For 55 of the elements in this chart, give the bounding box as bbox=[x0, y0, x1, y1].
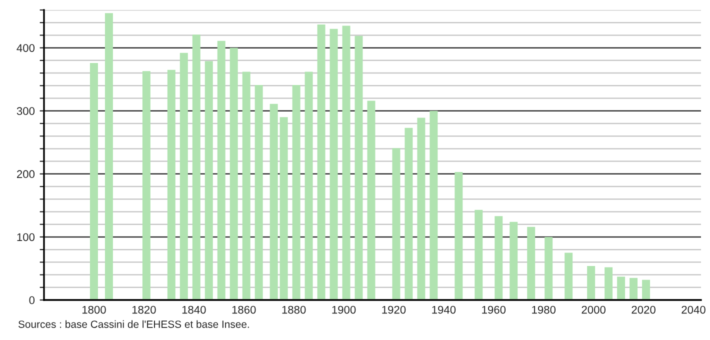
bar bbox=[604, 267, 613, 300]
bar bbox=[167, 70, 176, 300]
bar bbox=[417, 118, 426, 300]
bar bbox=[617, 276, 626, 300]
x-tick-label: 1840 bbox=[182, 306, 206, 314]
bar bbox=[354, 36, 363, 300]
x-tick-label: 1980 bbox=[532, 306, 556, 314]
bar bbox=[587, 266, 596, 300]
bar bbox=[404, 128, 413, 300]
y-tick-label: 100 bbox=[17, 233, 35, 242]
bar bbox=[367, 100, 376, 300]
bar bbox=[392, 148, 400, 300]
bar bbox=[142, 71, 150, 300]
bar bbox=[230, 48, 238, 300]
y-tick-label: 400 bbox=[16, 44, 35, 52]
bar bbox=[510, 222, 518, 300]
bar bbox=[474, 210, 483, 300]
bar bbox=[217, 40, 226, 300]
x-tick-label: 1900 bbox=[332, 306, 356, 314]
bar bbox=[642, 280, 650, 300]
y-tick-label: 300 bbox=[16, 107, 35, 116]
bar bbox=[270, 104, 278, 300]
bar bbox=[104, 13, 113, 300]
x-tick-label: 1800 bbox=[82, 306, 106, 314]
x-tick-label: 1920 bbox=[382, 306, 406, 314]
source-note: Sources : base Cassini de l'EHESS et base Insee. bbox=[18, 320, 249, 328]
bar bbox=[430, 110, 438, 300]
bar bbox=[280, 117, 288, 300]
x-tick-label: 1880 bbox=[282, 306, 306, 314]
bar bbox=[317, 24, 326, 300]
y-tick-label: 200 bbox=[16, 170, 35, 178]
bar bbox=[544, 236, 553, 300]
bar bbox=[180, 52, 188, 300]
x-tick-label: 2040 bbox=[682, 306, 706, 314]
bar bbox=[564, 252, 573, 300]
bar bbox=[304, 72, 313, 300]
bar bbox=[192, 34, 200, 300]
bar bbox=[454, 172, 463, 300]
bar bbox=[330, 28, 338, 300]
x-tick-label: 2020 bbox=[632, 306, 656, 314]
x-tick-label: 1960 bbox=[482, 306, 506, 314]
bar bbox=[254, 85, 263, 300]
bar bbox=[204, 61, 213, 300]
x-tick-label: 1820 bbox=[132, 306, 156, 314]
bar bbox=[494, 216, 503, 300]
bar bbox=[90, 62, 98, 300]
bar bbox=[342, 26, 350, 300]
bar bbox=[527, 226, 536, 300]
x-tick-label: 1860 bbox=[232, 306, 256, 314]
bar bbox=[630, 278, 638, 300]
x-tick-label: 1940 bbox=[432, 306, 456, 314]
bar bbox=[292, 85, 300, 300]
y-tick-label: 0 bbox=[29, 296, 35, 304]
x-tick-label: 2000 bbox=[582, 306, 606, 314]
bar bbox=[242, 72, 250, 300]
